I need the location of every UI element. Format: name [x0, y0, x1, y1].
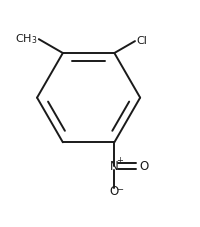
Text: CH$_3$: CH$_3$	[15, 32, 38, 46]
Text: O: O	[109, 185, 118, 198]
Text: Cl: Cl	[135, 36, 146, 46]
Text: N: N	[109, 160, 118, 173]
Text: −: −	[116, 185, 123, 194]
Text: +: +	[116, 156, 123, 165]
Text: O: O	[139, 160, 148, 173]
